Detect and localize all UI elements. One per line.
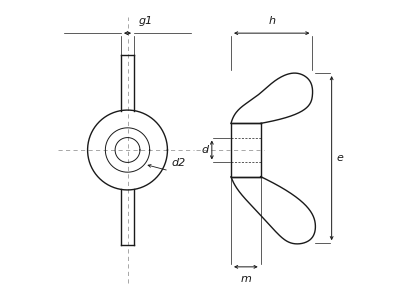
Text: d: d xyxy=(201,145,208,155)
Text: e: e xyxy=(337,153,344,163)
Text: h: h xyxy=(268,16,275,26)
Text: m: m xyxy=(240,274,251,284)
Text: d2: d2 xyxy=(172,158,186,168)
Text: g1: g1 xyxy=(138,16,152,26)
